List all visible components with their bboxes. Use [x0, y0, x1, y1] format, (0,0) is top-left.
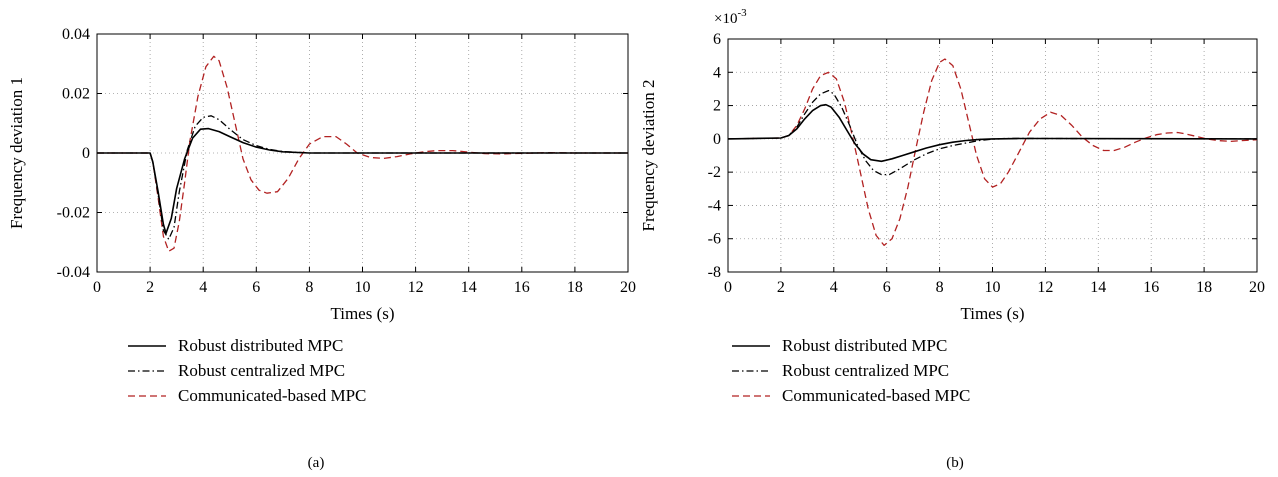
y-axis-label: Frequency deviation 2 — [639, 79, 658, 231]
y-tick-label: 4 — [713, 64, 721, 81]
y-tick-label: -2 — [708, 164, 721, 181]
legend-item-centralized: Robust centralized MPC — [128, 358, 366, 383]
y-tick-label: 0 — [82, 145, 90, 162]
x-tick-label: 8 — [936, 279, 944, 296]
legend-item-distributed: Robust distributed MPC — [732, 333, 970, 358]
chart-panel-a: 0 2 4 6 8 10 12 14 16 18 20 -0.04 -0.02 0 0.02 0.04 Time… — [7, 26, 636, 471]
legend-line-solid — [128, 344, 166, 347]
y-tick-label: 0.02 — [62, 86, 90, 103]
x-tick-label: 14 — [461, 279, 477, 296]
x-tick-label: 14 — [1090, 279, 1106, 296]
y-tick-label: 0 — [713, 131, 721, 148]
legend-label: Robust distributed MPC — [178, 336, 344, 355]
x-tick-label: 16 — [1143, 279, 1159, 296]
x-tick-label: 6 — [252, 279, 260, 296]
y-tick-label: -0.02 — [57, 205, 90, 222]
y-tick-label: 0.04 — [62, 26, 90, 43]
x-tick-label: 6 — [883, 279, 891, 296]
series-line-solid — [97, 127, 628, 235]
series-line-dashed — [727, 58, 1258, 247]
x-tick-label: 4 — [830, 279, 838, 296]
y-exponent-power: -3 — [737, 7, 747, 19]
y-exponent-label: ×10-3 — [714, 7, 747, 27]
y-tick-label: 2 — [713, 98, 721, 115]
x-tick-label: 0 — [724, 279, 732, 296]
legend-label: Communicated-based MPC — [782, 386, 971, 405]
legend-item-communicated: Communicated-based MPC — [128, 383, 366, 408]
x-tick-label: 12 — [408, 279, 424, 296]
x-tick-label: 20 — [620, 279, 636, 296]
y-axis-label: Frequency deviation 1 — [7, 77, 26, 229]
y-tick-label: 6 — [713, 31, 721, 48]
series-line-dashed — [97, 55, 628, 252]
x-axis-label: Times (s) — [330, 304, 394, 323]
chart-b-plot: 0 2 4 6 8 10 12 14 16 18 20 -8 -6 -4 -2 0 2 4 6 ×10-3 Times … — [639, 7, 1265, 323]
x-tick-label: 16 — [514, 279, 530, 296]
x-tick-label: 12 — [1037, 279, 1053, 296]
chart-a-caption: (a) — [307, 455, 325, 471]
legend-label: Communicated-based MPC — [178, 386, 367, 405]
legend-line-dashed — [732, 394, 770, 397]
chart-a-plot: 0 2 4 6 8 10 12 14 16 18 20 -0.04 -0.02 0 0.02 0.04 Time… — [7, 26, 636, 323]
legend-line-dashdot — [128, 369, 166, 372]
chart-b-caption: (b) — [946, 455, 964, 471]
x-tick-label: 2 — [146, 279, 154, 296]
legend-label: Robust distributed MPC — [782, 336, 948, 355]
chart-a-legend: Robust distributed MPC Robust centralize… — [128, 333, 366, 408]
series-line-solid — [727, 103, 1258, 163]
legend-line-solid — [732, 344, 770, 347]
x-tick-label: 8 — [305, 279, 313, 296]
y-tick-label: -4 — [708, 197, 721, 214]
legend-line-dashdot — [732, 369, 770, 372]
x-tick-label: 0 — [93, 279, 101, 296]
chart-b-legend: Robust distributed MPC Robust centralize… — [732, 333, 970, 408]
legend-label: Robust centralized MPC — [782, 361, 950, 380]
x-tick-label: 20 — [1249, 279, 1265, 296]
x-tick-label: 18 — [1196, 279, 1212, 296]
y-tick-label: -0.04 — [57, 264, 90, 281]
x-tick-label: 4 — [199, 279, 207, 296]
x-tick-label: 2 — [777, 279, 785, 296]
legend-label: Robust centralized MPC — [178, 361, 346, 380]
legend-item-distributed: Robust distributed MPC — [128, 333, 366, 358]
y-tick-label: -6 — [708, 231, 721, 248]
legend-item-communicated: Communicated-based MPC — [732, 383, 970, 408]
legend-line-dashed — [128, 394, 166, 397]
chart-panel-b: 0 2 4 6 8 10 12 14 16 18 20 -8 -6 -4 -2 0 2 4 6 ×10-3 Times … — [639, 0, 1278, 477]
x-tick-label: 10 — [985, 279, 1001, 296]
y-tick-label: -8 — [708, 264, 721, 281]
x-tick-label: 18 — [567, 279, 583, 296]
legend-item-centralized: Robust centralized MPC — [732, 358, 970, 383]
x-axis-label: Times (s) — [960, 304, 1024, 323]
x-tick-label: 10 — [355, 279, 371, 296]
